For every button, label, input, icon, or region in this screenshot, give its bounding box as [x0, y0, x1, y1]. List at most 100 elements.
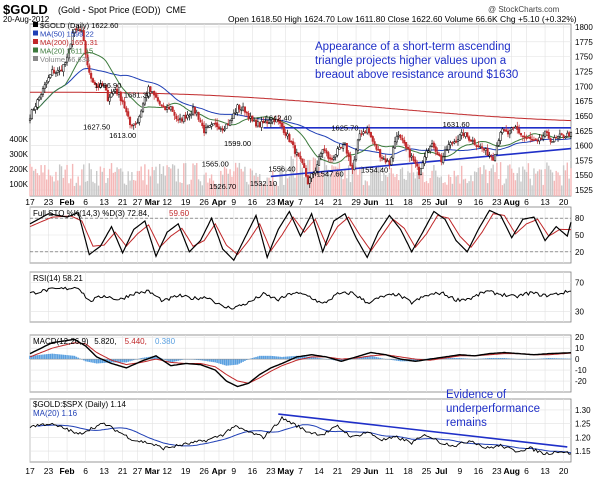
volume-bar — [192, 163, 194, 196]
candle-body — [310, 173, 313, 179]
candle-body — [267, 122, 271, 125]
x-tick-label: 13 — [99, 466, 109, 476]
volume-bar — [427, 183, 430, 196]
y-tick-label: 20 — [575, 333, 584, 342]
candle-body — [53, 69, 56, 74]
candle-body — [484, 148, 487, 151]
volume-bar — [218, 183, 220, 196]
volume-bar — [90, 169, 92, 196]
volume-bar — [60, 166, 63, 196]
x-tick-label: 9 — [231, 197, 236, 207]
volume-bar — [396, 174, 398, 196]
candle-body — [69, 43, 72, 49]
volume-bar — [103, 167, 105, 196]
y-tick-label: 1.20 — [575, 433, 591, 442]
candle-body — [128, 117, 132, 125]
macd-histogram-bar — [173, 359, 176, 362]
macd-histogram-bar — [273, 356, 276, 360]
volume-bar — [34, 168, 37, 196]
volume-bar — [303, 177, 305, 196]
candle-body — [403, 140, 406, 144]
candle-body — [149, 86, 152, 92]
volume-bar — [551, 172, 554, 196]
macd-histogram-bar — [127, 359, 129, 362]
candle-body — [538, 137, 541, 142]
candle-body — [384, 158, 387, 163]
macd-histogram-bar — [62, 354, 65, 360]
macd-histogram-bar — [66, 355, 68, 360]
candle-body — [32, 109, 35, 112]
candle-body — [97, 86, 100, 88]
volume-bar — [553, 180, 556, 196]
candle-body — [321, 149, 324, 154]
x-tick-label: 6 — [524, 466, 529, 476]
macd-histogram-bar — [451, 358, 454, 360]
candle-body — [343, 142, 347, 145]
macd-histogram-bar — [175, 359, 178, 362]
candle-body — [477, 145, 480, 148]
volume-bar — [499, 162, 502, 196]
volume-bar — [247, 184, 250, 196]
x-tick-label: 7 — [298, 197, 303, 207]
macd-histogram-bar — [414, 359, 417, 362]
macd-histogram-bar — [462, 358, 465, 360]
volume-bar — [410, 163, 413, 196]
macd-histogram-bar — [297, 355, 300, 360]
candle-body — [193, 106, 196, 114]
volume-bar — [242, 171, 244, 196]
ratio-ma20-line — [37, 424, 572, 454]
macd-histogram-bar — [208, 359, 211, 362]
volume-bar — [473, 171, 476, 196]
price-label: 1625.70 — [331, 123, 358, 132]
candle-body — [260, 121, 263, 128]
x-tick-label: 6 — [83, 466, 88, 476]
candle-body — [80, 30, 83, 32]
exchange-label: CME — [166, 5, 186, 15]
volume-bar — [257, 176, 259, 196]
candle-body — [210, 124, 213, 127]
macd-histogram-bar — [51, 353, 54, 360]
macd-histogram-bar — [281, 356, 283, 360]
candle-body — [140, 110, 143, 118]
macd-legend: 5.440, — [125, 337, 147, 346]
macd-histogram-bar — [207, 359, 209, 362]
volume-bar — [81, 169, 83, 196]
candle-body — [432, 142, 435, 148]
candle-body — [349, 155, 352, 166]
macd-histogram-bar — [166, 359, 168, 361]
candle-body — [512, 126, 515, 129]
macd-line — [29, 338, 572, 388]
legend-entry: $GOLD (Daily) 1622.60 — [40, 21, 118, 30]
candle-body — [529, 136, 532, 139]
candle-body — [360, 133, 363, 135]
candle-body — [145, 95, 148, 98]
candle-body — [197, 112, 200, 120]
volume-bar — [107, 178, 109, 196]
candle-body — [143, 97, 146, 105]
macd-histogram-bar — [340, 359, 343, 362]
volume-bar — [403, 178, 405, 196]
volume-bar — [66, 164, 68, 196]
candle-body — [45, 82, 48, 85]
candle-body — [299, 155, 302, 160]
candle-body — [466, 132, 469, 137]
y-tick-label: 20 — [575, 248, 584, 257]
candle-body — [334, 154, 337, 158]
macd-histogram-bar — [542, 358, 545, 360]
volume-bar — [546, 162, 548, 196]
candle-body — [262, 120, 265, 124]
macd-histogram-bar — [94, 359, 96, 364]
volume-bar — [459, 183, 461, 196]
macd-histogram-bar — [260, 355, 263, 360]
volume-bar — [297, 173, 300, 196]
ratio-line — [29, 415, 572, 455]
candle-body — [171, 106, 174, 112]
price-label: 1681.30 — [124, 90, 151, 99]
macd-histogram-bar — [266, 355, 268, 360]
volume-bar — [531, 185, 533, 196]
x-tick-label: May — [277, 197, 294, 207]
candle-body — [91, 78, 95, 83]
candle-body — [386, 160, 389, 163]
macd-histogram-bar — [299, 356, 302, 360]
volume-tick-label: 300K — [9, 150, 28, 159]
